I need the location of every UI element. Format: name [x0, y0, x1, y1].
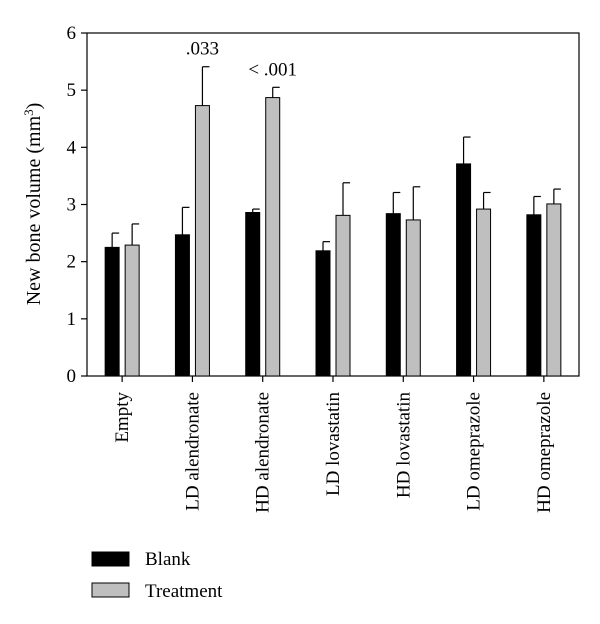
y-axis-label-superscript: 3 [21, 109, 36, 116]
bar-treatment [265, 97, 281, 377]
annotations-layer: .033 < .001 [186, 39, 297, 81]
x-tick-label: LD alendronate [182, 392, 203, 511]
y-tick-label: 1 [67, 309, 77, 330]
y-axis-label: New bone volume (mm3) [21, 103, 46, 306]
x-tick-label: HD alendronate [253, 392, 274, 513]
y-tick-label: 4 [67, 137, 77, 158]
x-tick-label: HD omeprazole [534, 392, 555, 513]
significance-label: .033 [186, 39, 219, 60]
y-tick-label: 2 [67, 252, 77, 273]
bar-treatment [405, 219, 421, 377]
legend-swatch-blank [91, 551, 130, 567]
legend-label-blank: Blank [145, 549, 191, 570]
bar-treatment [546, 203, 562, 377]
legend: Blank Treatment [91, 549, 223, 602]
y-tick-label: 0 [67, 366, 77, 387]
bar-blank [526, 214, 542, 377]
x-tick-label: LD lovastatin [323, 392, 344, 496]
bar-treatment [194, 105, 210, 377]
bar-blank [245, 212, 261, 377]
bar-treatment [335, 214, 351, 377]
legend-swatch-treatment [91, 582, 130, 598]
bar-treatment [476, 208, 492, 377]
bar-blank [315, 250, 331, 377]
x-axis: Empty LD alendronate HD alendronate LD lova… [112, 376, 555, 513]
bar-blank [456, 163, 472, 377]
y-tick-label: 6 [67, 23, 77, 44]
y-tick-label: 5 [67, 80, 77, 101]
bar-blank [174, 234, 190, 377]
y-axis: 0 1 2 3 4 5 6 [67, 23, 87, 387]
y-tick-label: 3 [67, 195, 77, 216]
significance-label: < .001 [248, 59, 297, 80]
plot-frame [86, 32, 580, 377]
bars-layer [104, 66, 562, 377]
x-tick-label: Empty [112, 392, 133, 443]
legend-label-treatment: Treatment [145, 581, 223, 602]
x-tick-label: LD omeprazole [464, 392, 485, 511]
bar-blank [385, 213, 401, 377]
x-tick-label: HD lovastatin [393, 392, 414, 499]
bar-blank [104, 246, 120, 377]
bar-treatment [124, 244, 140, 377]
